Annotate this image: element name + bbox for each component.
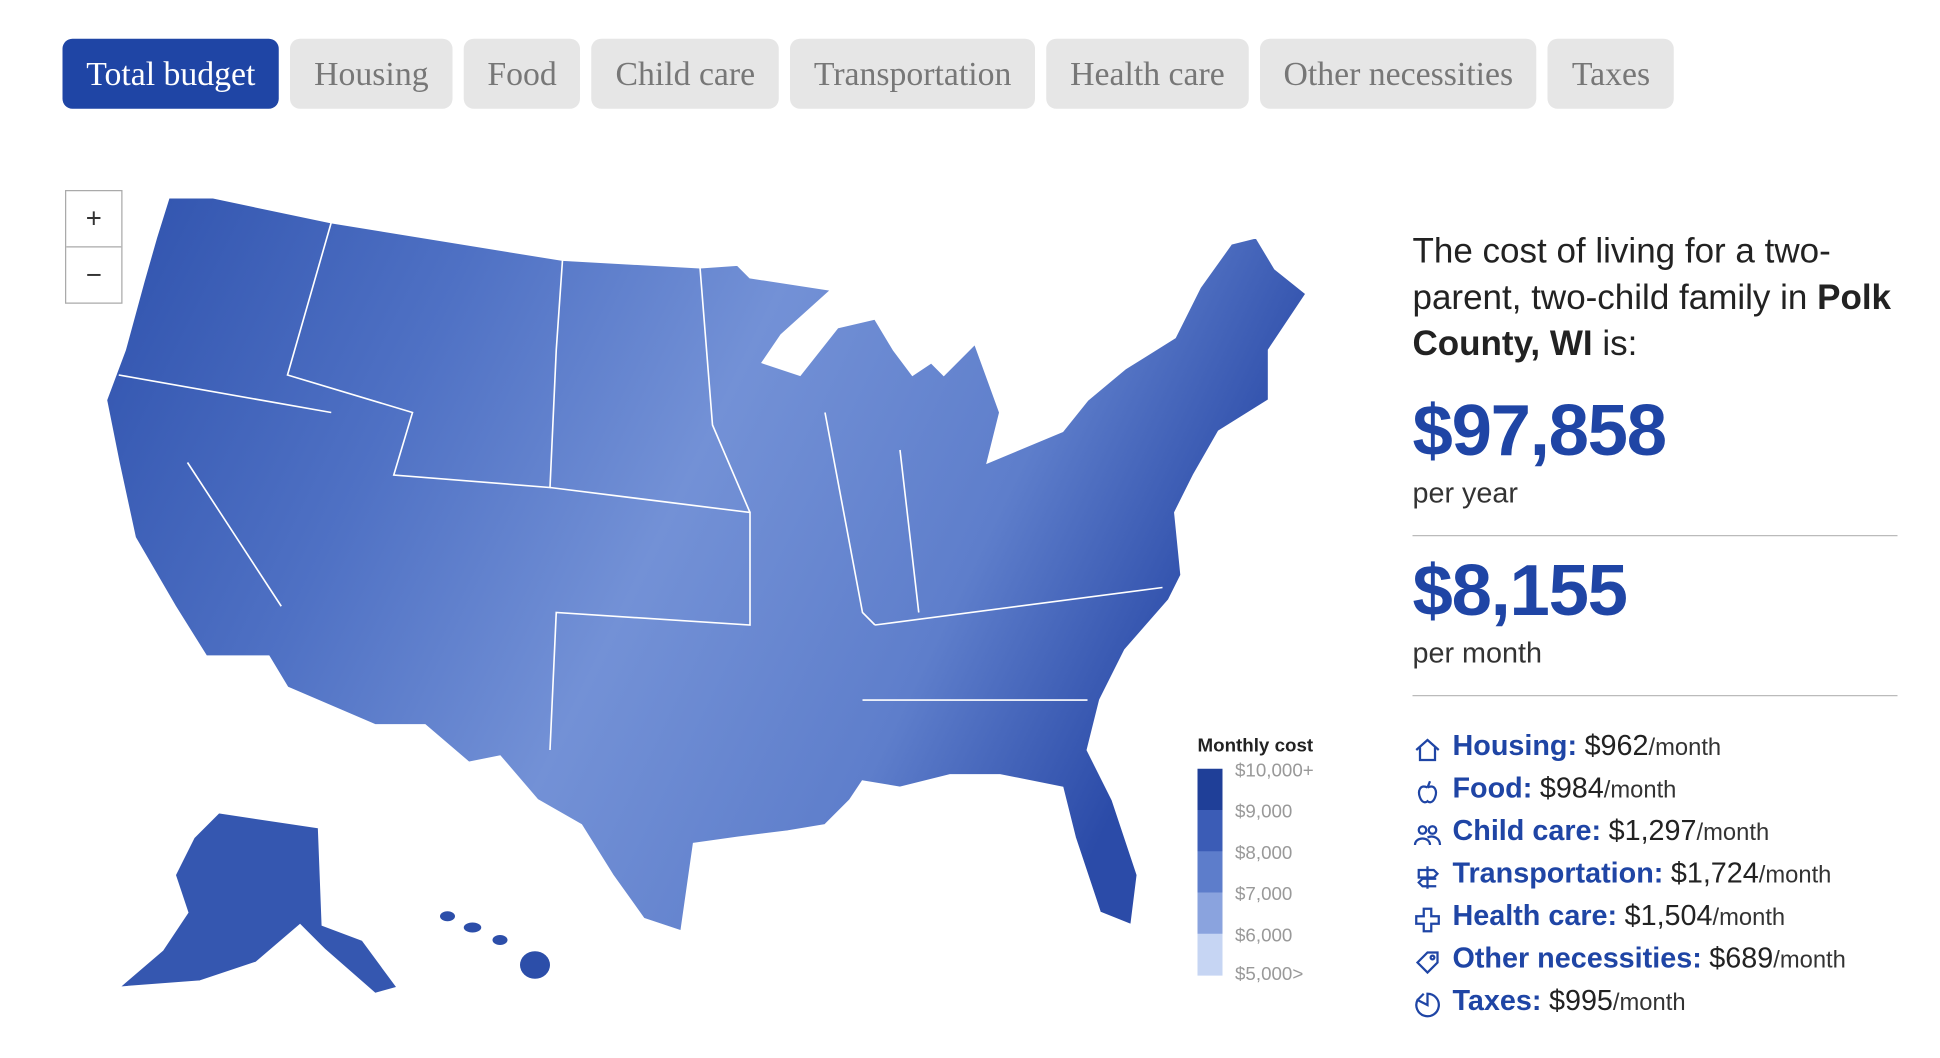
legend-label: $6,000: [1235, 924, 1292, 945]
icon: [1415, 907, 1440, 933]
item-amount: $1,297: [1608, 813, 1697, 847]
item-amount: $984: [1539, 771, 1604, 804]
tab[interactable]: Transportation: [790, 38, 1036, 109]
legend-swatch: [1197, 933, 1223, 976]
breakdown-item: Health care: $1,504/month: [1413, 899, 1898, 942]
item-label: Housing:: [1452, 728, 1578, 762]
intro-suffix: is:: [1602, 323, 1638, 363]
legend-swatch: [1197, 810, 1223, 852]
legend-label: $8,000: [1235, 842, 1292, 863]
yearly-cost: $97,858: [1412, 390, 1668, 472]
monthly-cost: $8,155: [1412, 550, 1629, 632]
breakdown-item: Food: $984/month: [1413, 771, 1898, 814]
item-unit: /month: [1712, 905, 1786, 932]
legend-label: $10,000+: [1235, 759, 1314, 780]
zoom-out[interactable]: −: [66, 246, 122, 302]
breakdown-item: Transportation: $1,724/month: [1413, 856, 1898, 899]
county: Polk County, WI: [1412, 277, 1892, 363]
monthly-unit: per month: [1412, 636, 1542, 669]
legend: $10,000+ $9,000 $8,000 $7,000 $6,000 $5,000>: [1197, 759, 1314, 984]
yearly-unit: per year: [1412, 476, 1518, 509]
legend-swatch: [1197, 851, 1223, 894]
item-label: Child care:: [1452, 813, 1602, 847]
item-unit: /month: [1758, 862, 1832, 889]
tab[interactable]: Total budget: [62, 38, 280, 109]
legend-label: $9,000: [1235, 801, 1292, 822]
tab[interactable]: Other necessities: [1259, 38, 1537, 109]
icon: [1417, 866, 1440, 889]
tab[interactable]: Housing: [290, 38, 453, 109]
alaska: [115, 811, 400, 995]
item-label: Taxes:: [1452, 983, 1542, 1017]
breakdown-item: Child care: $1,297/month: [1413, 814, 1898, 857]
item-unit: /month: [1603, 777, 1677, 804]
state-lines: [118, 222, 1163, 751]
tab[interactable]: Health care: [1046, 38, 1249, 109]
item-amount: $1,504: [1624, 898, 1713, 932]
icon: [1415, 738, 1440, 762]
item-label: Health care:: [1452, 898, 1618, 932]
item-amount: $689: [1709, 941, 1774, 974]
contiguous-us: [105, 196, 1308, 933]
intro: The cost of living for a two-parent, two…: [1413, 228, 1898, 367]
item-unit: /month: [1696, 820, 1770, 847]
item-label: Food:: [1452, 771, 1533, 804]
item-unit: /month: [1612, 990, 1686, 1017]
legend-swatch: [1197, 892, 1223, 935]
item-label: Other necessities:: [1452, 941, 1702, 974]
icon: [1417, 780, 1438, 804]
breakdown: Housing: $962/month Food: $984/month Child c…: [1413, 729, 1898, 1027]
map: Monthly cost $10,000+$9,000$8,000$7,000$…: [105, 196, 1314, 995]
legend-swatch: [1197, 768, 1223, 811]
legend-label: $5,000>: [1235, 963, 1303, 984]
icon: [1415, 992, 1440, 1018]
tab[interactable]: Taxes: [1548, 38, 1674, 109]
intro-text: The cost of living for a two-parent, two…: [1412, 231, 1831, 317]
zoom-in[interactable]: +: [85, 202, 102, 234]
icon: [1415, 951, 1439, 975]
item-amount: $1,724: [1670, 856, 1759, 889]
breakdown-item: Taxes: $995/month: [1413, 984, 1898, 1027]
zoom-control: + −: [65, 190, 123, 304]
divider: [1412, 695, 1898, 697]
item-unit: /month: [1773, 947, 1846, 974]
item-amount: $962: [1584, 728, 1649, 762]
tab[interactable]: Food: [463, 38, 581, 109]
item-amount: $995: [1548, 983, 1613, 1017]
legend-label: $7,000: [1235, 883, 1292, 904]
item-label: Transportation:: [1452, 856, 1664, 889]
divider: [1412, 535, 1898, 537]
hawaii: [440, 911, 550, 979]
tab[interactable]: Child care: [591, 38, 779, 109]
breakdown-item: Other necessities: $689/month: [1413, 941, 1898, 984]
icon: [1413, 825, 1442, 846]
item-unit: /month: [1648, 735, 1722, 762]
tabs: Total budget Housing Food Child care Transpo…: [62, 38, 1674, 109]
legend-title: Monthly cost: [1198, 734, 1314, 755]
info-panel: The cost of living for a two-parent, two…: [1412, 228, 1898, 1027]
breakdown-item: Housing: $962/month: [1413, 729, 1898, 772]
